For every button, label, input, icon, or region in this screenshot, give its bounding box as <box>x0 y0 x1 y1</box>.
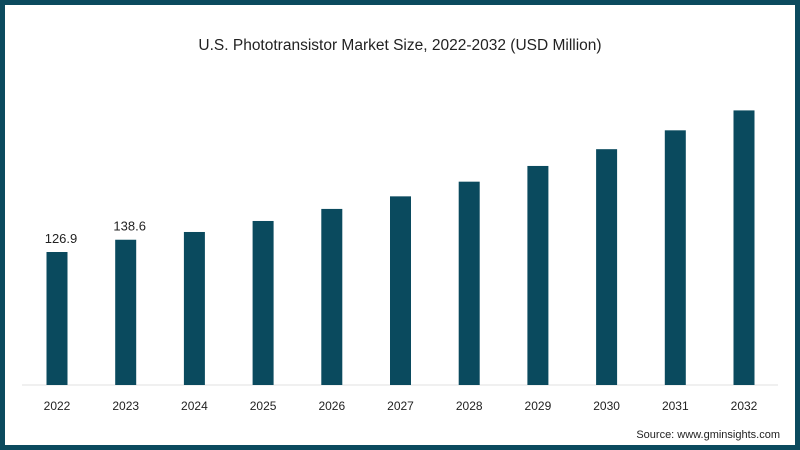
data-label: 126.9 <box>45 231 78 246</box>
bar-2028 <box>458 181 480 385</box>
bar-2029 <box>527 165 549 385</box>
x-tick-label: 2029 <box>525 399 552 413</box>
bar-2032 <box>733 110 755 386</box>
bar-2022 <box>46 252 68 385</box>
x-tick-label: 2022 <box>44 399 71 413</box>
source-note: Source: www.gminsights.com <box>636 429 780 441</box>
chart-title: U.S. Phototransistor Market Size, 2022-2… <box>198 37 601 54</box>
x-tick-label: 2026 <box>318 399 345 413</box>
x-tick-label: 2027 <box>387 399 414 413</box>
x-tick-label: 2032 <box>731 399 758 413</box>
bar-2025 <box>252 220 274 385</box>
bar-2024 <box>183 231 205 385</box>
bar-2031 <box>664 130 686 385</box>
bar-2026 <box>321 208 343 385</box>
x-tick-label: 2023 <box>112 399 139 413</box>
bar-2023 <box>115 239 137 385</box>
data-label: 138.6 <box>113 219 146 234</box>
x-tick-label: 2024 <box>181 399 208 413</box>
x-tick-label: 2025 <box>250 399 277 413</box>
bar-2027 <box>390 196 411 385</box>
x-tick-label: 2030 <box>593 399 620 413</box>
x-tick-label: 2028 <box>456 399 483 413</box>
x-tick-label: 2031 <box>662 399 689 413</box>
bar-2030 <box>596 149 618 385</box>
